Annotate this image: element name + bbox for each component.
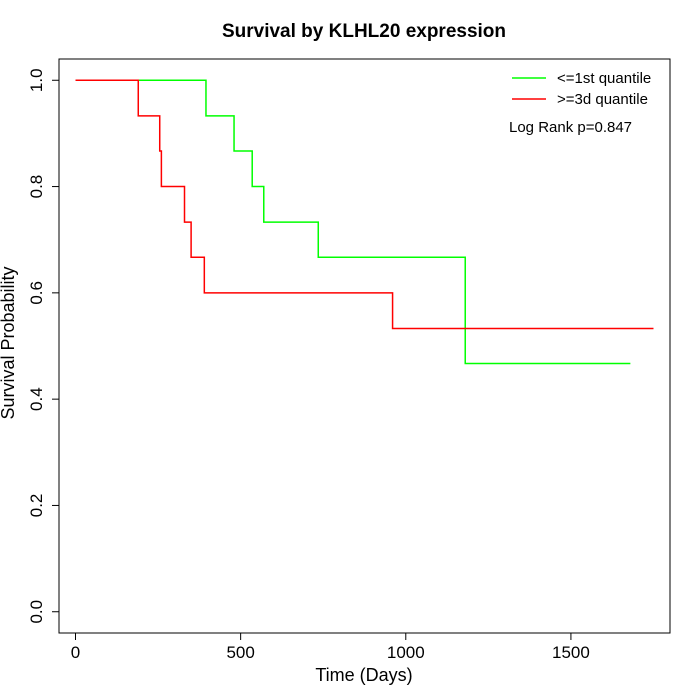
x-axis-label: Time (Days)	[315, 665, 412, 685]
legend-label: <=1st quantile	[557, 70, 651, 87]
y-tick-label: 0.2	[27, 494, 46, 518]
y-axis: 0.0 0.2 0.4 0.6 0.8 1.0	[27, 68, 60, 624]
legend-label: >=3d quantile	[557, 91, 648, 108]
x-tick-label: 500	[226, 643, 254, 662]
y-tick-label: 1.0	[27, 68, 46, 92]
log-rank-annotation: Log Rank p=0.847	[509, 119, 632, 136]
y-tick-label: 0.8	[27, 175, 46, 199]
x-axis: 0 500 1000 1500	[71, 632, 590, 662]
x-tick-label: 1000	[387, 643, 425, 662]
y-tick-label: 0.0	[27, 600, 46, 624]
plot-frame	[58, 58, 671, 634]
legend: <=1st quantile >=3d quantile	[512, 70, 651, 108]
series-layer	[75, 79, 654, 365]
x-tick-label: 1500	[552, 643, 590, 662]
chart-title: Survival by KLHL20 expression	[222, 21, 506, 42]
survival-curve-1	[75, 79, 631, 365]
x-tick-label: 0	[71, 643, 80, 662]
y-tick-label: 0.6	[27, 281, 46, 305]
y-tick-label: 0.4	[27, 387, 46, 411]
y-axis-label: Survival Probability	[0, 266, 18, 419]
survival-curve-2	[75, 79, 654, 330]
